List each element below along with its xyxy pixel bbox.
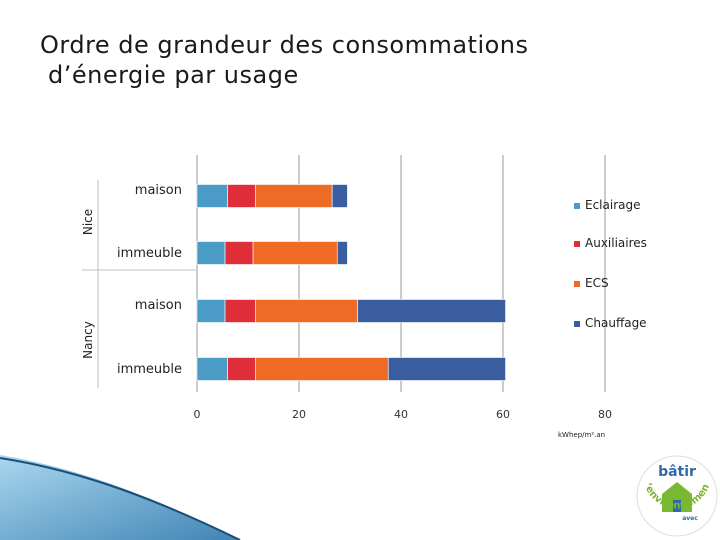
bar-segment-chauffage-3 bbox=[387, 357, 506, 381]
logo-top-text: bâtir bbox=[658, 464, 696, 480]
bar-segment-chauffage-0 bbox=[331, 184, 348, 208]
x-tick-label: 40 bbox=[394, 408, 408, 421]
decorative-swoosh bbox=[0, 455, 240, 540]
legend-swatch-ecs bbox=[574, 281, 580, 287]
bar-segment-auxiliaires-2 bbox=[224, 299, 256, 323]
house-door-icon bbox=[673, 500, 681, 512]
x-axis-unit-label: kWhep/m².an bbox=[558, 431, 605, 439]
bar-segment-auxiliaires-0 bbox=[227, 184, 256, 208]
legend-label-ecs: ECS bbox=[585, 276, 609, 290]
category-labels: maison immeuble maison immeuble bbox=[117, 183, 182, 377]
slide-title-line-2: d’énergie par usage bbox=[48, 61, 299, 89]
bar-segment-eclairage-1 bbox=[196, 241, 226, 265]
group-label-nancy: Nancy bbox=[81, 321, 95, 359]
x-tick-label: 0 bbox=[194, 408, 201, 421]
x-axis: 0 20 40 60 80 bbox=[194, 408, 613, 421]
legend-label-chauffage: Chauffage bbox=[585, 316, 647, 330]
house-icon bbox=[662, 482, 692, 512]
bar-segment-ecs-0 bbox=[255, 184, 333, 208]
slide-title-line-1: Ordre de grandeur des consommations bbox=[40, 31, 529, 59]
bar-segment-eclairage-2 bbox=[196, 299, 226, 323]
logo-small-text: avec bbox=[682, 515, 698, 522]
bar-segment-ecs-2 bbox=[255, 299, 358, 323]
category-label: maison bbox=[135, 183, 182, 198]
group-label-nice: Nice bbox=[81, 209, 95, 235]
legend: Eclairage Auxiliaires ECS Chauffage bbox=[574, 198, 647, 330]
legend-label-auxiliaires: Auxiliaires bbox=[585, 236, 647, 250]
x-tick-label: 80 bbox=[598, 408, 612, 421]
legend-swatch-auxiliaires bbox=[574, 241, 580, 247]
category-label: maison bbox=[135, 298, 182, 313]
legend-label-eclairage: Eclairage bbox=[585, 198, 641, 212]
x-tick-label: 60 bbox=[496, 408, 510, 421]
category-label: immeuble bbox=[117, 362, 182, 377]
bar-segment-chauffage-1 bbox=[336, 241, 348, 265]
bars bbox=[196, 184, 506, 381]
bar-segment-ecs-1 bbox=[252, 241, 338, 265]
category-label: immeuble bbox=[117, 246, 182, 261]
decorative-swoosh-line bbox=[0, 457, 241, 540]
bar-segment-eclairage-0 bbox=[196, 184, 228, 208]
gridlines bbox=[196, 155, 606, 392]
bar-segment-ecs-3 bbox=[255, 357, 389, 381]
bar-segment-chauffage-2 bbox=[357, 299, 506, 323]
legend-swatch-eclairage bbox=[574, 203, 580, 209]
slide-title: Ordre de grandeur des consommations d’én… bbox=[40, 30, 529, 90]
bar-segment-auxiliaires-3 bbox=[227, 357, 256, 381]
bar-segment-auxiliaires-1 bbox=[224, 241, 254, 265]
bar-segment-eclairage-3 bbox=[196, 357, 228, 381]
x-tick-label: 20 bbox=[292, 408, 306, 421]
legend-swatch-chauffage bbox=[574, 321, 580, 327]
